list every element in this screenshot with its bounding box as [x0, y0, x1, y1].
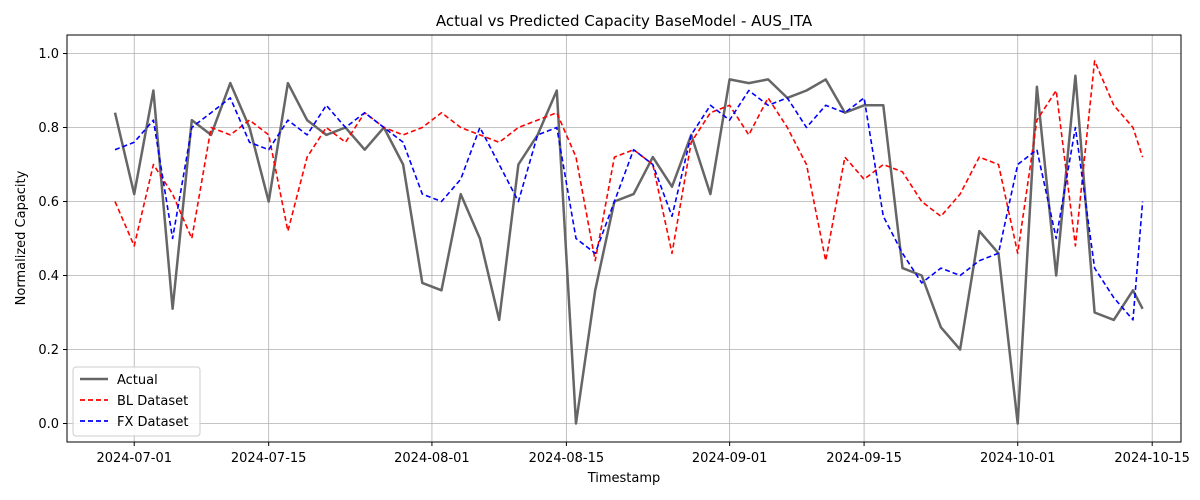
- tick-layer: 2024-07-01 2024-07-15 2024-08-01 2024-08-15…: [38, 47, 1190, 466]
- legend-box: [72, 366, 201, 437]
- x-tick-label: 2024-08-01: [394, 451, 470, 466]
- legend-label-fx: FX Dataset: [117, 415, 188, 430]
- legend-label-bl: BL Dataset: [117, 394, 188, 409]
- x-tick-label: 2024-09-01: [692, 451, 768, 466]
- x-axis-title: Timestamp: [587, 471, 661, 486]
- x-tick-label: 2024-10-01: [980, 451, 1056, 466]
- series-line-bl-dataset: [114, 60, 1144, 262]
- series-layer: [113, 60, 1144, 425]
- y-tick-label: 0.0: [38, 417, 59, 432]
- chart-title: Actual vs Predicted Capacity BaseModel -…: [436, 12, 813, 31]
- x-tick-label: 2024-09-15: [826, 451, 902, 466]
- y-tick-label: 0.6: [38, 195, 59, 210]
- y-tick-label: 1.0: [38, 47, 59, 62]
- series-line-fx-dataset: [114, 89, 1144, 321]
- x-tick-label: 2024-08-15: [529, 451, 605, 466]
- y-axis-title: Normalized Capacity: [14, 170, 29, 305]
- x-tick-label: 2024-07-01: [96, 451, 172, 466]
- grid-layer: [67, 35, 1181, 442]
- plot-frame: [66, 34, 1182, 443]
- x-tick-label: 2024-07-15: [231, 451, 307, 466]
- legend: Actual BL Dataset FX Dataset: [72, 366, 201, 437]
- y-tick-label: 0.4: [38, 269, 59, 284]
- x-tick-label: 2024-10-15: [1114, 451, 1190, 466]
- series-line-actual: [113, 74, 1144, 425]
- y-tick-label: 0.8: [38, 121, 59, 136]
- legend-label-actual: Actual: [117, 373, 158, 388]
- y-tick-label: 0.2: [38, 343, 59, 358]
